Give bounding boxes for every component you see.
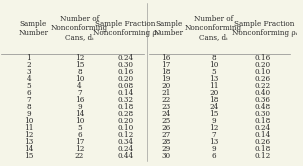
Text: 24: 24 (161, 110, 171, 118)
Text: 19: 19 (161, 75, 171, 83)
Text: 0.36: 0.36 (255, 96, 271, 104)
Text: 0.34: 0.34 (118, 138, 134, 146)
Text: 0.28: 0.28 (118, 110, 134, 118)
Text: 9: 9 (77, 103, 82, 111)
Text: 1: 1 (26, 54, 31, 62)
Text: 14: 14 (75, 110, 84, 118)
Text: 26: 26 (161, 124, 171, 132)
Text: 30: 30 (161, 152, 171, 160)
Text: 5: 5 (26, 82, 31, 90)
Text: 20: 20 (209, 89, 218, 97)
Text: Number of
Nonconforming
Cans, dᵢ: Number of Nonconforming Cans, dᵢ (185, 15, 242, 42)
Text: 22: 22 (75, 152, 84, 160)
Text: 25: 25 (161, 117, 171, 125)
Text: 12: 12 (75, 145, 84, 153)
Text: 15: 15 (209, 110, 218, 118)
Text: Number of
Nonconforming
Cans, dᵢ: Number of Nonconforming Cans, dᵢ (51, 15, 108, 42)
Text: 8: 8 (211, 54, 216, 62)
Text: 7: 7 (211, 131, 216, 139)
Text: 0.24: 0.24 (118, 145, 134, 153)
Text: 16: 16 (161, 54, 171, 62)
Text: 5: 5 (211, 68, 216, 76)
Text: 13: 13 (209, 138, 218, 146)
Text: 0.20: 0.20 (118, 117, 134, 125)
Text: 27: 27 (161, 131, 171, 139)
Text: Sample Fraction
Nonconforming ρᵢ: Sample Fraction Nonconforming ρᵢ (231, 20, 297, 37)
Text: 18: 18 (209, 96, 218, 104)
Text: 0.20: 0.20 (118, 75, 134, 83)
Text: 20: 20 (161, 82, 171, 90)
Text: 0.12: 0.12 (255, 152, 271, 160)
Text: 0.10: 0.10 (255, 68, 271, 76)
Text: 9: 9 (26, 110, 31, 118)
Text: 3: 3 (27, 68, 31, 76)
Text: 0.48: 0.48 (255, 103, 271, 111)
Text: 0.16: 0.16 (255, 54, 271, 62)
Text: 21: 21 (161, 89, 171, 97)
Text: 0.26: 0.26 (255, 138, 271, 146)
Text: 6: 6 (26, 89, 31, 97)
Text: 6: 6 (77, 131, 82, 139)
Text: 0.18: 0.18 (255, 145, 271, 153)
Text: 0.26: 0.26 (255, 75, 271, 83)
Text: 4: 4 (26, 75, 31, 83)
Text: 0.20: 0.20 (255, 61, 271, 69)
Text: 0.16: 0.16 (118, 68, 134, 76)
Text: 6: 6 (211, 152, 216, 160)
Text: 18: 18 (161, 68, 171, 76)
Text: 24: 24 (209, 103, 218, 111)
Text: 15: 15 (24, 152, 34, 160)
Text: 0.30: 0.30 (118, 61, 134, 69)
Text: 14: 14 (24, 145, 34, 153)
Text: 5: 5 (77, 124, 82, 132)
Text: 10: 10 (209, 61, 218, 69)
Text: Sample Fraction
Nonconforming ρᵢ: Sample Fraction Nonconforming ρᵢ (93, 20, 158, 37)
Text: Sample
Number: Sample Number (18, 20, 48, 37)
Text: 0.44: 0.44 (118, 152, 134, 160)
Text: 0.14: 0.14 (255, 131, 271, 139)
Text: 11: 11 (209, 82, 218, 90)
Text: 13: 13 (24, 138, 33, 146)
Text: 2: 2 (26, 61, 31, 69)
Text: 0.22: 0.22 (255, 82, 271, 90)
Text: 7: 7 (26, 96, 31, 104)
Text: 17: 17 (161, 61, 171, 69)
Text: 0.12: 0.12 (118, 131, 134, 139)
Text: 0.30: 0.30 (255, 110, 271, 118)
Text: 0.18: 0.18 (255, 117, 271, 125)
Text: 9: 9 (211, 117, 216, 125)
Text: 12: 12 (24, 131, 34, 139)
Text: 8: 8 (77, 68, 82, 76)
Text: 10: 10 (75, 117, 84, 125)
Text: 23: 23 (161, 103, 171, 111)
Text: 4: 4 (77, 82, 82, 90)
Text: 11: 11 (24, 124, 34, 132)
Text: 0.08: 0.08 (118, 82, 134, 90)
Text: 22: 22 (161, 96, 171, 104)
Text: 28: 28 (161, 138, 171, 146)
Text: 15: 15 (75, 61, 84, 69)
Text: Sample
Number: Sample Number (154, 20, 184, 37)
Text: 0.32: 0.32 (118, 96, 134, 104)
Text: 8: 8 (26, 103, 31, 111)
Text: 12: 12 (209, 124, 218, 132)
Text: 0.10: 0.10 (118, 124, 134, 132)
Text: 9: 9 (211, 145, 216, 153)
Text: 29: 29 (161, 145, 171, 153)
Text: 7: 7 (77, 89, 82, 97)
Text: 0.14: 0.14 (118, 89, 134, 97)
Text: 16: 16 (75, 96, 84, 104)
Text: 13: 13 (209, 75, 218, 83)
Text: 10: 10 (75, 75, 84, 83)
Text: 0.24: 0.24 (118, 54, 134, 62)
Text: 12: 12 (75, 54, 84, 62)
Text: 17: 17 (75, 138, 84, 146)
Text: 10: 10 (24, 117, 34, 125)
Text: 0.24: 0.24 (255, 124, 271, 132)
Text: 0.40: 0.40 (255, 89, 271, 97)
Text: 0.18: 0.18 (118, 103, 134, 111)
